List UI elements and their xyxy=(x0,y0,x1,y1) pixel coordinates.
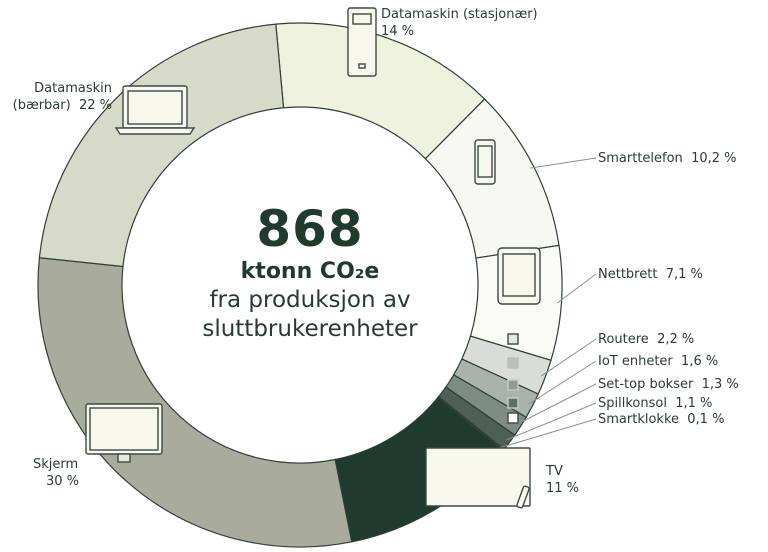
label-skjerm: Skjerm 30 % xyxy=(33,456,79,490)
slice-name: Set-top bokser xyxy=(598,377,694,392)
label-smartklokke: Smartklokke 0,1 % xyxy=(598,411,724,428)
slice-value: 22 % xyxy=(78,98,112,113)
monitor-icon xyxy=(85,403,163,463)
slice-name: Datamaskin xyxy=(34,81,112,96)
label-smarttelefon: Smarttelefon 10,2 % xyxy=(598,150,737,167)
slice-name-2: (bærbar) xyxy=(12,98,71,113)
label-datamaskin-stasjonaer: Datamaskin (stasjonær) 14 % xyxy=(381,6,538,40)
label-spillkonsol: Spillkonsol 1,1 % xyxy=(598,395,712,412)
slice-value: 7,1 % xyxy=(665,267,703,282)
slice-laptop xyxy=(38,23,285,268)
slice-value: 2,2 % xyxy=(657,332,695,347)
total-caption-line-2: sluttbrukerenheter xyxy=(202,316,418,342)
slice-name: Routere xyxy=(598,332,649,347)
slice-monitor xyxy=(37,257,353,548)
slice-name: Smarttelefon xyxy=(598,151,683,166)
slice-name: Nettbrett xyxy=(598,267,658,282)
slice-value: 1,1 % xyxy=(675,396,713,411)
iot-icon xyxy=(507,357,519,369)
slice-value: 1,3 % xyxy=(701,377,739,392)
leader-line-game-console xyxy=(506,402,597,441)
set-top-box-icon xyxy=(507,379,519,391)
leader-line-router xyxy=(541,338,597,377)
router-icon xyxy=(507,333,519,345)
tv-icon xyxy=(425,447,531,509)
slice-name: Spillkonsol xyxy=(598,396,667,411)
tablet-icon xyxy=(497,247,541,305)
slice-value: 30 % xyxy=(46,474,80,489)
slice-value: 14 % xyxy=(381,24,415,39)
label-iot-enheter: IoT enheter 1,6 % xyxy=(598,353,718,370)
game-console-icon xyxy=(507,397,519,409)
slice-name: Skjerm xyxy=(33,457,79,472)
label-datamaskin-baerbar: Datamaskin (bærbar) 22 % xyxy=(6,80,112,114)
slice-name: Smartklokke xyxy=(598,412,680,427)
desktop-tower-icon xyxy=(347,7,377,77)
leader-line-smartwatch xyxy=(500,418,597,449)
slice-value: 0,1 % xyxy=(687,412,725,427)
label-tv: TV 11 % xyxy=(546,463,579,497)
slice-name: TV xyxy=(546,464,563,479)
slice-name: Datamaskin (stasjonær) xyxy=(381,7,538,22)
leader-line-iot xyxy=(528,360,597,405)
label-set-top-bokser: Set-top bokser 1,3 % xyxy=(598,376,739,393)
smartwatch-icon xyxy=(507,412,519,424)
total-caption-line-1: fra produksjon av xyxy=(209,287,411,313)
smartphone-icon xyxy=(474,139,496,185)
donut-center-label: 868 ktonn CO₂e fra produksjon av sluttbr… xyxy=(130,200,490,344)
slice-value: 1,6 % xyxy=(681,354,719,369)
leader-lines xyxy=(500,157,597,449)
device-icons xyxy=(85,7,541,509)
total-unit: ktonn CO₂e xyxy=(240,259,380,284)
slice-value: 11 % xyxy=(546,481,580,496)
slice-name: IoT enheter xyxy=(598,354,673,369)
label-nettbrett: Nettbrett 7,1 % xyxy=(598,266,703,283)
total-value: 868 xyxy=(256,200,364,258)
slice-value: 10,2 % xyxy=(691,151,737,166)
label-routere: Routere 2,2 % xyxy=(598,331,694,348)
leader-line-smartphone xyxy=(529,157,597,169)
leader-line-tablet xyxy=(557,273,597,304)
laptop-icon xyxy=(114,85,196,135)
leader-line-set-top-box xyxy=(517,383,597,425)
